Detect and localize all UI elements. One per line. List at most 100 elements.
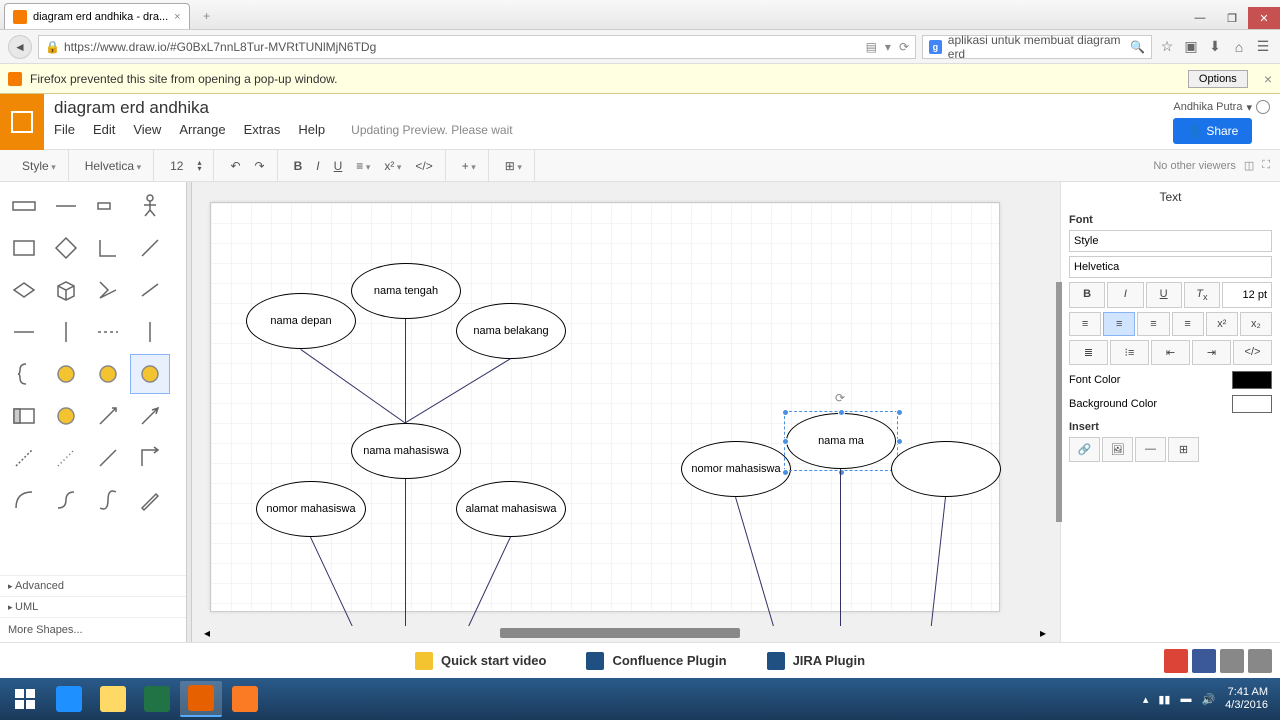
code-btn[interactable]: </> — [1233, 340, 1272, 365]
resize-handle[interactable] — [782, 469, 789, 476]
diagram-edge[interactable] — [300, 349, 406, 424]
shape-gear3[interactable] — [130, 354, 170, 394]
html-button[interactable]: </> — [409, 156, 438, 176]
fullscreen-icon[interactable]: ⛶ — [1262, 159, 1270, 172]
downloads-icon[interactable]: ⬇ — [1206, 38, 1224, 56]
shape-hline[interactable] — [4, 312, 44, 352]
share-button[interactable]: 👤 Share — [1173, 118, 1252, 144]
style-dropdown[interactable]: Style — [16, 156, 62, 176]
menu-help[interactable]: Help — [298, 122, 325, 137]
shape-text[interactable] — [4, 186, 44, 226]
diagram-node[interactable] — [891, 441, 1001, 497]
script-button[interactable]: x² — [378, 156, 407, 176]
diagram-node[interactable]: nama mahasiswa — [351, 423, 461, 479]
redo-button[interactable]: ↷ — [249, 156, 271, 176]
bold-toggle[interactable]: B — [1069, 282, 1105, 308]
shape-vline[interactable] — [46, 312, 86, 352]
shape-actor[interactable] — [130, 186, 170, 226]
canvas-area[interactable]: nama depannama tengahnama belakangnama m… — [190, 182, 1060, 642]
reader-icon[interactable]: ▤ — [866, 40, 877, 54]
shape-curve2[interactable] — [46, 480, 86, 520]
align-center[interactable]: ≡ — [1103, 312, 1135, 336]
shape-dots2[interactable] — [46, 438, 86, 478]
shape-vline2[interactable] — [130, 312, 170, 352]
shape-line2[interactable] — [130, 270, 170, 310]
browser-tab[interactable]: diagram erd andhika - dra... × — [4, 3, 190, 29]
insert-image[interactable]: 🖼 — [1102, 437, 1133, 462]
resize-handle[interactable] — [896, 438, 903, 445]
insert-button[interactable]: + — [456, 156, 482, 176]
twitter-icon[interactable] — [1220, 649, 1244, 673]
shape-diamond[interactable] — [46, 228, 86, 268]
dismiss-info-icon[interactable]: × — [1264, 71, 1272, 87]
shape-diag[interactable] — [130, 228, 170, 268]
new-tab-button[interactable]: + — [196, 6, 218, 26]
menu-view[interactable]: View — [133, 122, 161, 137]
shape-scurve[interactable] — [88, 480, 128, 520]
shape-dash[interactable] — [88, 312, 128, 352]
align-right[interactable]: ≡ — [1137, 312, 1169, 336]
shape-label[interactable] — [88, 186, 128, 226]
bg-color-swatch[interactable] — [1232, 395, 1272, 413]
format-panel-toggle-icon[interactable]: ◫ — [1244, 159, 1254, 172]
search-go-icon[interactable]: 🔍 — [1130, 40, 1145, 54]
sup-btn[interactable]: x² — [1206, 312, 1238, 336]
right-splitter[interactable] — [1056, 282, 1062, 522]
quick-start-link[interactable]: Quick start video — [415, 652, 546, 670]
list-ol[interactable]: ≣ — [1069, 340, 1108, 365]
facebook-icon[interactable] — [1192, 649, 1216, 673]
url-input[interactable]: 🔒 https://www.draw.io/#G0BxL7nnL8Tur-MVR… — [38, 35, 916, 59]
shape-elbow[interactable] — [130, 438, 170, 478]
user-menu[interactable]: Andhika Putra▾ — [1173, 100, 1270, 114]
diagram-edge[interactable] — [405, 479, 406, 633]
list-ul[interactable]: ⁝≡ — [1110, 340, 1149, 365]
insert-hr[interactable]: — — [1135, 437, 1166, 462]
diagram-node[interactable]: nama belakang — [456, 303, 566, 359]
window-maximize-button[interactable]: ❐ — [1216, 7, 1248, 29]
underline-toggle[interactable]: U — [1146, 282, 1182, 308]
insert-link[interactable]: 🔗 — [1069, 437, 1100, 462]
shape-arrow1[interactable] — [88, 396, 128, 436]
indent[interactable]: ⇥ — [1192, 340, 1231, 365]
resize-handle[interactable] — [782, 409, 789, 416]
close-footer-icon[interactable] — [1248, 649, 1272, 673]
shape-arrow2[interactable] — [130, 396, 170, 436]
diagram-node[interactable]: nomor mahasiswa — [681, 441, 791, 497]
shape-cube[interactable] — [46, 270, 86, 310]
shape-gear1[interactable] — [46, 354, 86, 394]
category-advanced[interactable]: Advanced — [0, 575, 189, 596]
tray-wifi-icon[interactable]: ▮▮ — [1158, 693, 1170, 706]
diagram-edge[interactable] — [310, 537, 356, 633]
insert-table[interactable]: ⊞ — [1168, 437, 1199, 462]
diagram-node[interactable]: nomor mahasiswa — [256, 481, 366, 537]
task-ie[interactable] — [48, 681, 90, 717]
align-button[interactable]: ≡ — [350, 156, 376, 176]
bookmark-icon[interactable]: ☆ — [1158, 38, 1176, 56]
tray-up-icon[interactable]: ▴ — [1143, 693, 1149, 706]
bold-button[interactable]: B — [288, 156, 309, 176]
shape-rect[interactable] — [4, 228, 44, 268]
italic-toggle[interactable]: I — [1107, 282, 1143, 308]
size-input[interactable] — [1222, 282, 1272, 308]
shape-conn3[interactable] — [88, 438, 128, 478]
jira-link[interactable]: JIRA Plugin — [767, 652, 865, 670]
shape-line-h[interactable] — [46, 186, 86, 226]
diagram-node[interactable]: nama depan — [246, 293, 356, 349]
back-button[interactable]: ◄ — [8, 35, 32, 59]
resize-handle[interactable] — [896, 409, 903, 416]
table-button[interactable]: ⊞ — [499, 156, 528, 176]
tray-sound-icon[interactable]: 🔊 — [1201, 693, 1215, 706]
shape-pen[interactable] — [130, 480, 170, 520]
sub-btn[interactable]: x₂ — [1240, 312, 1272, 336]
drawio-logo[interactable] — [0, 94, 44, 150]
style-input[interactable] — [1069, 230, 1272, 252]
options-button[interactable]: Options — [1188, 70, 1248, 88]
menu-arrange[interactable]: Arrange — [179, 122, 225, 137]
font-input[interactable] — [1069, 256, 1272, 278]
diagram-edge[interactable] — [735, 497, 776, 633]
shape-curve1[interactable] — [4, 480, 44, 520]
underline-button[interactable]: U — [328, 156, 349, 176]
shape-brace[interactable] — [4, 354, 44, 394]
pocket-icon[interactable]: ▣ — [1182, 38, 1200, 56]
diagram-edge[interactable] — [840, 469, 841, 633]
